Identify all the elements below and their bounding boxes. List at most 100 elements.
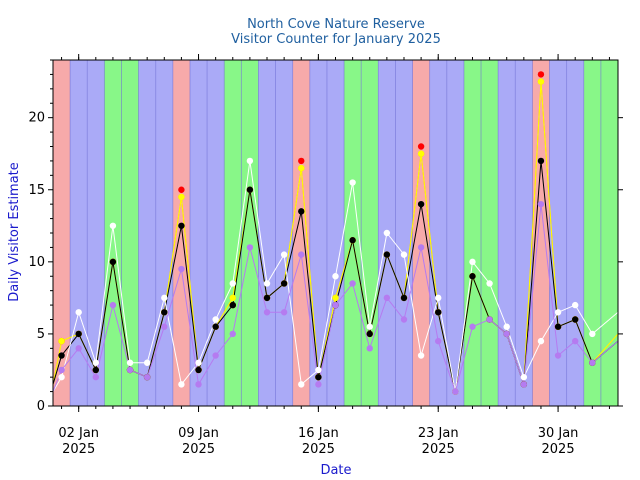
data-point [435,294,442,302]
x-tick-label-year: 2025 [422,442,455,457]
background-bands [53,60,618,406]
y-tick-label: 20 [28,111,45,126]
y-axis-label: Daily Visitor Estimate [7,162,22,302]
data-point [178,186,185,193]
x-tick-label-year: 2025 [302,442,335,457]
data-point [195,366,202,374]
data-point [417,200,425,208]
data-point [161,309,168,316]
data-point [435,309,442,316]
data-point [246,157,254,165]
data-point [280,251,288,258]
data-point [400,316,408,323]
data-point [263,294,271,302]
data-point [537,157,545,165]
data-point [212,316,219,323]
data-point [503,323,510,330]
data-point [366,345,373,352]
band-red [53,60,71,406]
data-point [417,352,425,359]
data-point [298,208,305,215]
data-point [571,316,579,323]
data-point [554,352,562,359]
data-point [571,301,579,309]
data-point [178,222,185,229]
band-green [224,60,242,406]
band-green [241,60,259,406]
data-point [263,309,271,316]
data-point [469,323,476,330]
data-point [92,359,100,366]
band-green [104,60,122,406]
data-point [178,193,185,201]
data-point [315,366,322,374]
band-blue [87,60,105,406]
band-green [361,60,379,406]
band-blue [429,60,447,406]
x-tick-label-year: 2025 [62,442,95,457]
band-blue [275,60,293,406]
data-point [58,337,65,345]
y-tick-label: 0 [37,399,45,414]
data-point [280,309,288,316]
data-point [161,323,168,330]
data-point [435,337,442,345]
data-point [417,143,425,150]
data-point [58,366,65,374]
data-point [195,381,202,388]
series-lines [52,81,619,394]
data-point [109,258,117,266]
band-green [583,60,601,406]
y-tick-label: 10 [28,255,45,270]
data-point [349,179,356,186]
data-point [452,388,459,395]
data-point [315,381,322,388]
data-point [332,273,339,280]
data-point [229,301,236,309]
data-point [537,337,545,345]
data-point [58,373,65,381]
data-point [178,265,185,273]
data-point [58,352,65,359]
band-blue [258,60,276,406]
chart-title: North Cove Nature Reserve [247,17,425,32]
data-point [537,200,545,208]
data-point [161,294,168,302]
data-point [246,186,254,193]
band-red [172,60,190,406]
band-green [481,60,499,406]
data-point [298,381,305,388]
data-point [143,373,151,381]
data-point [92,366,100,374]
y-tick-label: 5 [37,327,45,342]
data-point [143,359,151,366]
data-point [537,78,545,85]
data-point [75,309,82,316]
data-point [554,323,562,330]
x-tick-label: 09 Jan [178,426,219,441]
data-point [246,244,254,251]
band-red [292,60,310,406]
data-point [229,280,236,287]
band-blue [395,60,413,406]
data-point [195,359,202,366]
data-point [280,280,288,287]
data-point [229,330,236,338]
data-point [75,345,82,352]
data-point [589,330,596,338]
band-blue [138,60,156,406]
data-point [537,71,545,78]
data-point [109,301,117,309]
data-point [298,251,305,258]
data-point [349,280,356,287]
band-green [600,60,618,406]
data-point [332,301,339,309]
data-point [571,337,579,345]
data-point [298,157,305,165]
data-point [520,373,528,381]
data-point [366,330,373,338]
data-point [229,294,236,302]
band-blue [446,60,464,406]
data-point [520,381,528,388]
